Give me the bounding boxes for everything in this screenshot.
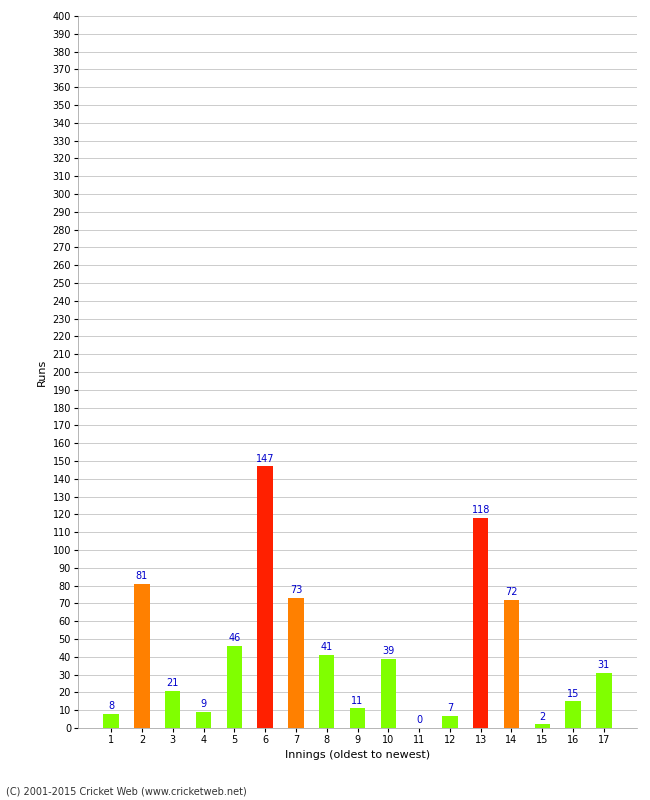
Text: 81: 81 [136, 571, 148, 581]
Text: 21: 21 [166, 678, 179, 688]
Text: 7: 7 [447, 703, 453, 713]
Text: 147: 147 [256, 454, 274, 464]
Bar [319, 655, 334, 728]
Text: 15: 15 [567, 689, 579, 698]
Text: 8: 8 [108, 701, 114, 711]
Bar [227, 646, 242, 728]
Text: (C) 2001-2015 Cricket Web (www.cricketweb.net): (C) 2001-2015 Cricket Web (www.cricketwe… [6, 786, 247, 796]
Text: 31: 31 [598, 660, 610, 670]
Bar [165, 690, 181, 728]
Text: 11: 11 [352, 696, 363, 706]
Text: 73: 73 [290, 586, 302, 595]
Bar [196, 712, 211, 728]
Text: 9: 9 [200, 699, 207, 710]
Y-axis label: Runs: Runs [37, 358, 47, 386]
Text: 2: 2 [539, 712, 545, 722]
Bar [288, 598, 304, 728]
Bar [442, 715, 458, 728]
Bar [504, 600, 519, 728]
Bar [596, 673, 612, 728]
Text: 46: 46 [228, 634, 240, 643]
Bar [350, 709, 365, 728]
Text: 39: 39 [382, 646, 395, 656]
Text: 0: 0 [416, 715, 422, 726]
Text: 118: 118 [471, 506, 490, 515]
Bar [134, 584, 150, 728]
Text: 41: 41 [320, 642, 333, 652]
Bar [103, 714, 119, 728]
X-axis label: Innings (oldest to newest): Innings (oldest to newest) [285, 750, 430, 761]
Bar [534, 725, 550, 728]
Bar [473, 518, 488, 728]
Bar [566, 702, 581, 728]
Text: 72: 72 [505, 587, 518, 597]
Bar [257, 466, 273, 728]
Bar [381, 658, 396, 728]
